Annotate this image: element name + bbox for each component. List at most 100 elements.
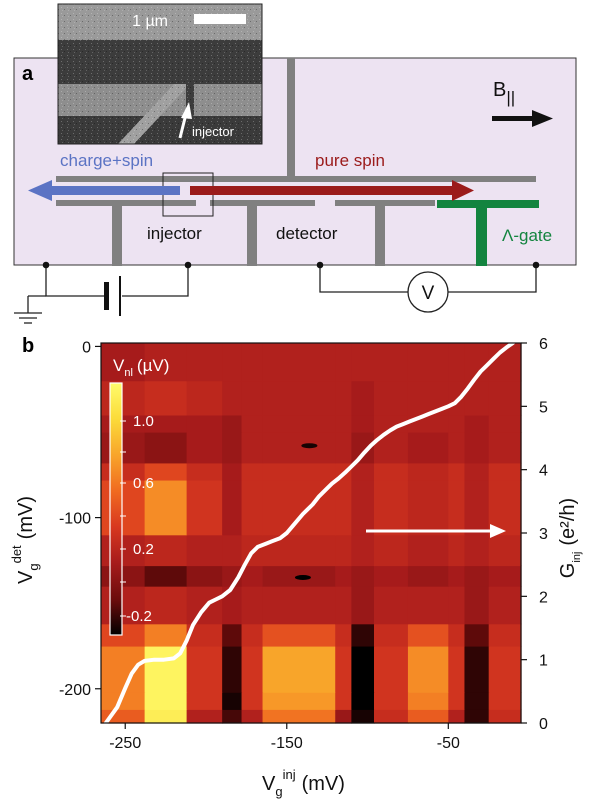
heatmap-cell <box>335 380 352 416</box>
y-right-axis-title-main: G <box>557 563 579 579</box>
heatmap-feature <box>301 443 318 449</box>
detector-gate-stem-a <box>247 204 257 266</box>
voltmeter: V <box>407 271 449 313</box>
conductance-curve <box>103 341 515 725</box>
heatmap-cell <box>488 586 522 625</box>
heatmap-cell <box>241 462 264 481</box>
heatmap-cell <box>464 414 490 433</box>
y-left-axis-title-main: V <box>15 570 37 584</box>
heatmap-cell <box>241 414 264 433</box>
heatmap-cell <box>186 343 223 382</box>
heatmap-cell <box>351 414 375 433</box>
heatmap-cell <box>488 692 522 710</box>
upper-gate-bar <box>56 176 536 182</box>
pure-spin-arrow-head <box>452 180 474 201</box>
lower-gate-bar-mid <box>210 200 315 206</box>
heatmap-cell <box>144 586 188 625</box>
x-axis-title: Vginj (mV) <box>262 767 345 799</box>
x-axis-title-sup: inj <box>283 767 296 782</box>
panel-a: a charge+spin pure <box>13 3 577 324</box>
y2-tick-label: 4 <box>539 463 548 480</box>
heatmap-cell <box>335 414 352 433</box>
heatmap-cell <box>186 380 223 416</box>
field-label: B|| <box>493 79 515 107</box>
heatmap-cell <box>262 623 336 647</box>
pure-spin-arrow-shaft <box>190 186 455 195</box>
colorbar-ticks <box>120 420 126 617</box>
detector-label: detector <box>276 224 338 243</box>
heatmap-cell <box>241 692 264 710</box>
injector-wire <box>45 265 106 297</box>
heatmap-cell <box>186 709 223 724</box>
charge-spin-arrow-shaft <box>50 186 180 195</box>
heatmap-cell <box>407 534 449 567</box>
heatmap-cell <box>335 709 352 724</box>
heatmap-cell <box>222 623 243 647</box>
heatmap-cell <box>222 534 243 567</box>
detector-wire-right <box>448 265 537 293</box>
right-axis-arrow <box>366 524 506 538</box>
injector-label: injector <box>147 224 202 243</box>
heatmap-cell <box>241 479 264 536</box>
heatmap-cell <box>351 479 375 536</box>
lower-gate-bar-right <box>335 200 435 206</box>
heatmap-cell <box>262 462 336 481</box>
heatmap-cell <box>407 623 449 647</box>
heatmap-cell <box>351 645 375 693</box>
heatmap-cell <box>144 534 188 567</box>
heatmap-cell <box>335 343 352 382</box>
y-right-axis-title-sub: inj <box>571 552 583 563</box>
heatmap-cell <box>407 479 449 536</box>
heatmap-cell <box>335 623 352 647</box>
heatmap-cell <box>464 534 490 567</box>
heatmap-cell <box>488 432 522 464</box>
heatmap-cell <box>488 709 522 724</box>
heatmap-cell <box>144 343 188 382</box>
heatmap-cell <box>488 534 522 567</box>
y-left-axis-title-unit: (mV) <box>15 496 37 539</box>
heatmap-cell <box>186 692 223 710</box>
panel-a-label: a <box>22 63 34 85</box>
heatmap-cell <box>335 432 352 464</box>
heatmap-cell <box>374 414 409 433</box>
x-tick-label: -250 <box>109 735 141 752</box>
heatmap-cell <box>262 709 336 724</box>
heatmap-cell <box>351 709 375 724</box>
x-axis-title-sub: g <box>275 784 282 799</box>
heatmap-cell <box>262 692 336 710</box>
heatmap-cell <box>222 414 243 433</box>
heatmap-feature <box>294 575 311 581</box>
heatmap-cell <box>351 692 375 710</box>
heatmap-cell <box>488 380 522 416</box>
y-tick-label: -200 <box>59 682 91 699</box>
heatmap-cell <box>241 343 264 382</box>
heatmap-cell <box>101 343 146 382</box>
lower-gate-bar-left <box>56 200 196 206</box>
heatmap-cell <box>488 623 522 647</box>
heatmap-cell <box>186 623 223 647</box>
heatmap-cell <box>241 709 264 724</box>
heatmap-cell <box>464 479 490 536</box>
heatmap-cell <box>101 692 146 710</box>
field-arrow-head <box>532 110 553 127</box>
heatmap-cell <box>144 565 188 587</box>
heatmap-cell <box>101 586 146 625</box>
y-left-axis-title-sub: g <box>26 563 41 570</box>
heatmap-cell <box>448 414 466 433</box>
heatmap-cell <box>464 565 490 587</box>
heatmap-cell <box>407 565 449 587</box>
heatmap-cell <box>222 380 243 416</box>
heatmap-cell <box>374 645 409 693</box>
heatmap-cell <box>448 586 466 625</box>
heatmap-features <box>294 443 318 581</box>
heatmap-cell <box>374 565 409 587</box>
heatmap-cell <box>448 462 466 481</box>
colorbar-tick-label: 0.6 <box>133 475 154 492</box>
heatmap-cell <box>241 380 264 416</box>
heatmap-cell <box>262 414 336 433</box>
lambda-gate <box>437 200 539 266</box>
detector-wire-left <box>319 265 408 293</box>
heatmap-cell <box>335 479 352 536</box>
heatmap-cell <box>186 565 223 587</box>
